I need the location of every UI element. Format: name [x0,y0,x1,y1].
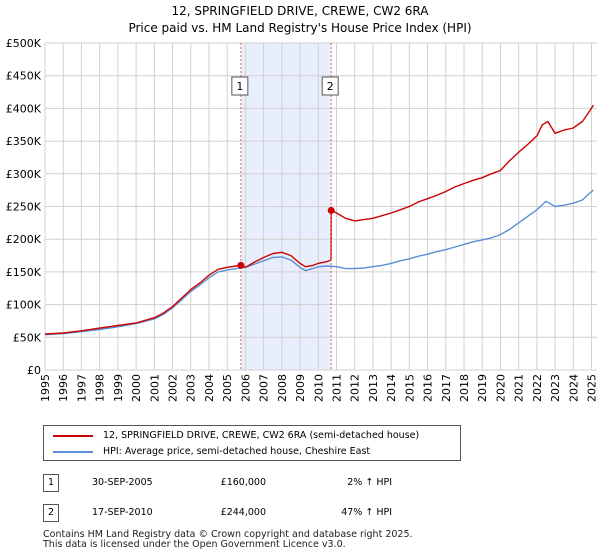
x-tick-label: 2001 [148,374,161,402]
x-tick-label: 2025 [586,374,599,402]
x-tick-label: 2000 [130,374,143,402]
x-tick-label: 2006 [239,374,252,402]
sale-date: 17-SEP-2010 [92,507,153,518]
sale-badge: 1 [43,474,59,492]
x-tick-label: 2003 [185,374,198,402]
x-tick-label: 1998 [94,374,107,402]
y-tick-label: £0 [27,364,41,377]
sale-marker-box [321,76,339,96]
x-tick-label: 2009 [294,374,307,402]
legend-label-property: 12, SPRINGFIELD DRIVE, CREWE, CW2 6RA (s… [103,430,420,441]
sale-price: £244,000 [220,507,266,518]
sale-marker-label: 1 [236,80,243,93]
x-tick-label: 2020 [494,374,507,402]
y-tick-label: £200K [6,233,42,246]
property-price-line [44,104,594,335]
hpi-line-swatch [53,451,93,453]
x-tick-label: 2010 [312,374,325,402]
x-tick-label: 2021 [513,374,526,402]
hpi-line [44,189,594,336]
x-tick-label: 2015 [403,374,416,402]
x-tick-label: 2013 [367,374,380,402]
footer-copyright: Contains HM Land Registry data © Crown c… [43,529,413,540]
x-tick-label: 2023 [549,374,562,402]
chart-title: 12, SPRINGFIELD DRIVE, CREWE, CW2 6RA [171,4,429,18]
sale-hpi-change: 2% ↑ HPI [347,477,392,488]
x-tick-label: 2008 [276,374,289,402]
chart-legend: 12, SPRINGFIELD DRIVE, CREWE, CW2 6RA (s… [43,425,461,461]
x-tick-label: 1996 [57,374,70,402]
x-tick-label: 2016 [422,374,435,402]
x-tick-label: 2007 [258,374,271,402]
y-tick-label: £300K [6,168,42,181]
sale-marker-box [231,76,249,96]
y-tick-label: £400K [6,102,42,115]
legend-label-hpi: HPI: Average price, semi-detached house,… [103,446,371,457]
x-tick-label: 2014 [385,374,398,402]
y-tick-label: £450K [6,70,42,83]
x-tick-label: 2017 [440,374,453,402]
x-tick-label: 2022 [531,374,544,402]
x-tick-label: 2018 [458,374,471,402]
sale-price: £160,000 [220,477,266,488]
y-tick-label: £500K [6,37,42,50]
x-tick-label: 2024 [567,374,580,402]
sale-row-1: 1 30-SEP-2005 £160,000 2% ↑ HPI [0,474,600,494]
x-tick-label: 2004 [203,374,216,402]
x-tick-label: 2019 [476,374,489,402]
y-tick-label: £250K [6,201,42,214]
sale-marker-label: 2 [327,80,334,93]
property-line-swatch [53,435,93,437]
footer-licence: This data is licensed under the Open Gov… [43,539,346,550]
y-tick-label: £100K [6,299,42,312]
x-tick-label: 2011 [330,374,343,402]
sale-badge: 2 [43,504,59,522]
y-tick-label: £150K [6,266,42,279]
x-tick-label: 1997 [75,374,88,402]
sale-row-2: 2 17-SEP-2010 £244,000 47% ↑ HPI [0,504,600,524]
x-tick-label: 2002 [167,374,180,402]
x-tick-label: 1999 [112,374,125,402]
x-tick-label: 1995 [39,374,52,402]
chart-subtitle: Price paid vs. HM Land Registry's House … [128,21,472,35]
sale-hpi-change: 47% ↑ HPI [341,507,392,518]
y-tick-label: £50K [13,331,42,344]
sale-date: 30-SEP-2005 [92,477,153,488]
y-tick-label: £350K [6,135,42,148]
sale-point [237,261,245,269]
footer-notice: Contains HM Land Registry data © Crown c… [43,530,413,550]
x-tick-label: 2005 [221,374,234,402]
x-tick-label: 2012 [349,374,362,402]
sale-point [327,206,335,214]
price-chart: £0 £50K £100K £150K £200K £250K £300K £350K £400… [6,37,599,402]
